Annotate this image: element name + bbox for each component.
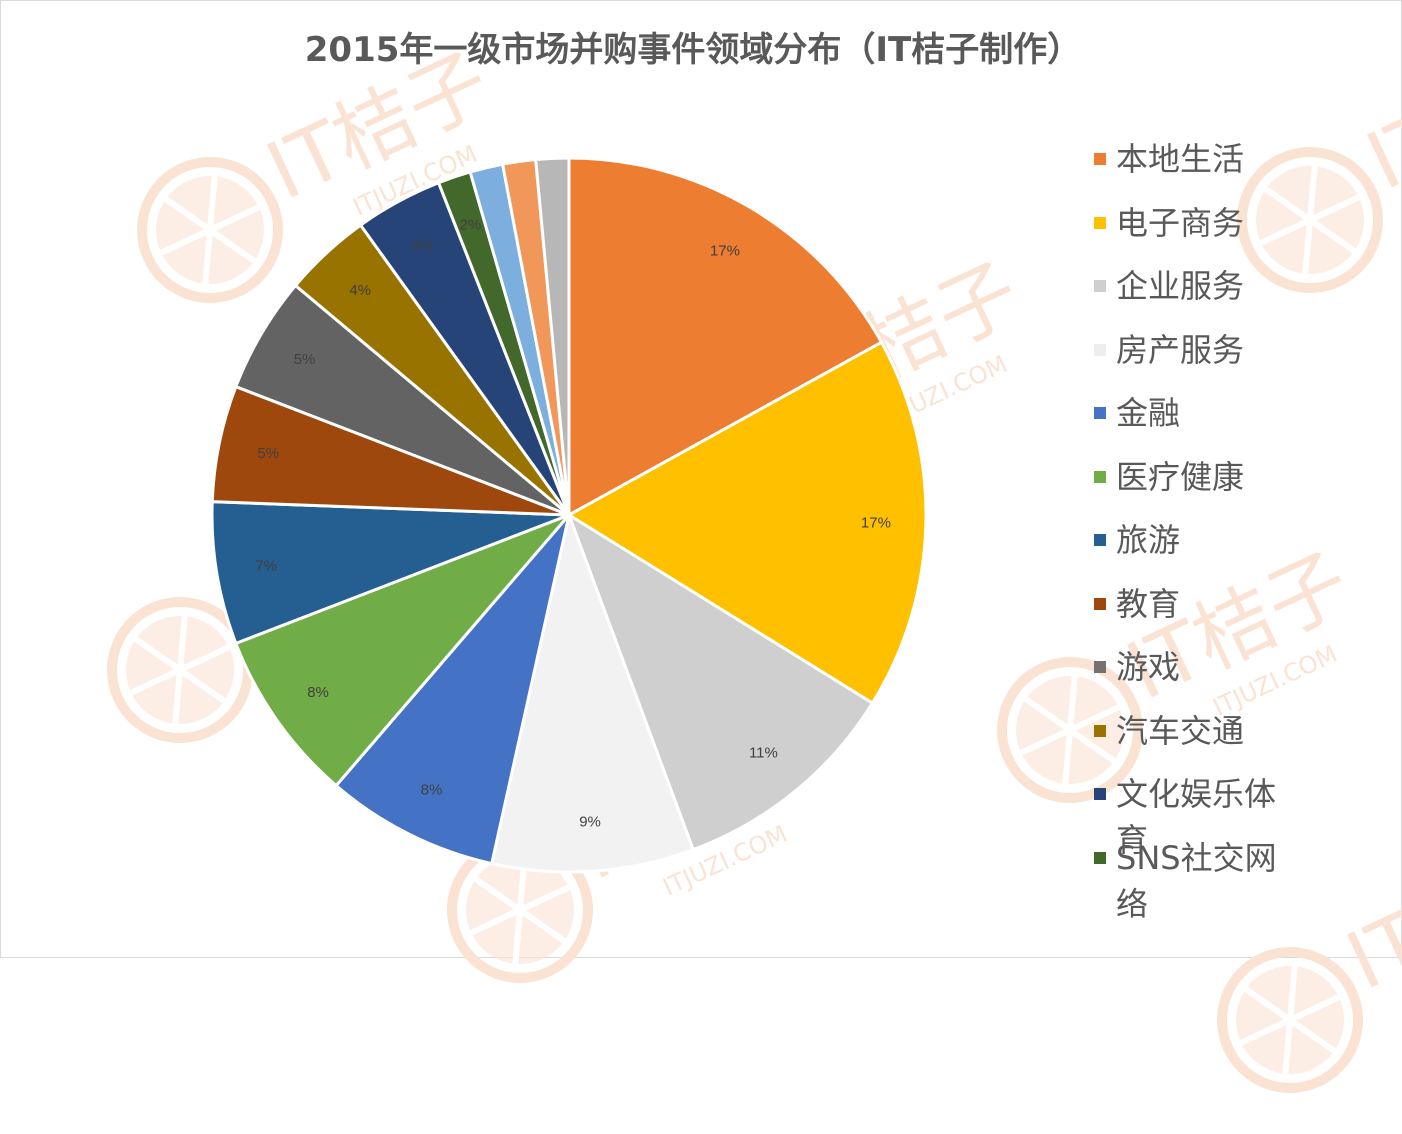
- legend-item: 医疗健康: [1094, 454, 1294, 518]
- legend-item: 本地生活: [1094, 136, 1294, 200]
- data-label: 4%: [411, 237, 433, 254]
- pie-slice: [210, 500, 570, 646]
- pie-slice: [534, 156, 571, 516]
- legend-label: 电子商务: [1116, 203, 1245, 242]
- legend-swatch: [1094, 470, 1106, 483]
- legend-item: 游戏: [1094, 644, 1294, 708]
- pie-chart: 17% 17% 11% 9% 8% 8% 7% 5% 5% 4% 4% 2%: [210, 156, 928, 874]
- legend-label: SNS社交网络: [1116, 838, 1277, 923]
- legend-item: 企业服务: [1094, 263, 1294, 327]
- legend-label: 文化娱乐体育: [1116, 775, 1277, 859]
- legend-item: 旅游: [1094, 517, 1294, 581]
- legend-swatch: [1094, 851, 1106, 864]
- pie-slice: [566, 340, 928, 706]
- legend-label: 医疗健康: [1116, 457, 1245, 496]
- chart-title: 2015年一级市场并购事件领域分布（IT桔子制作）: [304, 30, 1082, 70]
- legend-label: 房产服务: [1116, 330, 1245, 369]
- pie-slice: [489, 509, 696, 874]
- legend-item: 文化娱乐体育: [1094, 771, 1294, 859]
- pie-slice: [334, 514, 571, 866]
- legend-item: 房产服务: [1094, 327, 1294, 391]
- legend-swatch: [1094, 724, 1106, 737]
- legend-swatch: [1094, 407, 1106, 419]
- legend-label: 汽车交通: [1116, 711, 1245, 750]
- legend-label: 旅游: [1116, 521, 1181, 559]
- legend-item: 金融: [1094, 390, 1294, 454]
- data-label: 7%: [255, 557, 277, 574]
- legend-swatch: [1094, 216, 1106, 229]
- data-label: 2%: [459, 216, 481, 233]
- pie-slice: [567, 156, 884, 518]
- legend-label: 本地生活: [1116, 140, 1245, 178]
- legend-swatch: [1094, 788, 1106, 800]
- legend-swatch: [1094, 597, 1106, 610]
- data-label: 9%: [579, 813, 601, 830]
- legend-swatch: [1094, 661, 1106, 673]
- data-label: 8%: [307, 684, 329, 701]
- legend-swatch: [1094, 153, 1106, 165]
- legend-item: 汽车交通: [1094, 708, 1294, 772]
- legend-label: 企业服务: [1116, 267, 1245, 305]
- legend-label: 金融: [1116, 394, 1181, 432]
- pie-slice: [566, 511, 875, 852]
- legend-label: 游戏: [1116, 648, 1181, 686]
- data-label: 17%: [861, 515, 891, 532]
- legend-item: SNS社交网络: [1094, 835, 1294, 923]
- pie-slice: [233, 513, 571, 788]
- legend-swatch: [1094, 280, 1106, 292]
- legend-swatch: [1094, 534, 1106, 546]
- data-label: 5%: [294, 351, 316, 368]
- legend: 本地生活电子商务企业服务房产服务金融医疗健康旅游教育游戏汽车交通文化娱乐体育 SN…: [1094, 136, 1294, 923]
- data-label: 4%: [349, 282, 371, 299]
- legend-swatch: [1094, 343, 1106, 356]
- legend-label: 教育: [1116, 584, 1181, 623]
- legend-item: 电子商务: [1094, 200, 1294, 264]
- data-label: 5%: [257, 445, 279, 462]
- data-label: 8%: [421, 782, 443, 799]
- data-label: 11%: [749, 745, 778, 762]
- legend-item: 教育: [1094, 581, 1294, 645]
- data-label: 17%: [710, 243, 740, 260]
